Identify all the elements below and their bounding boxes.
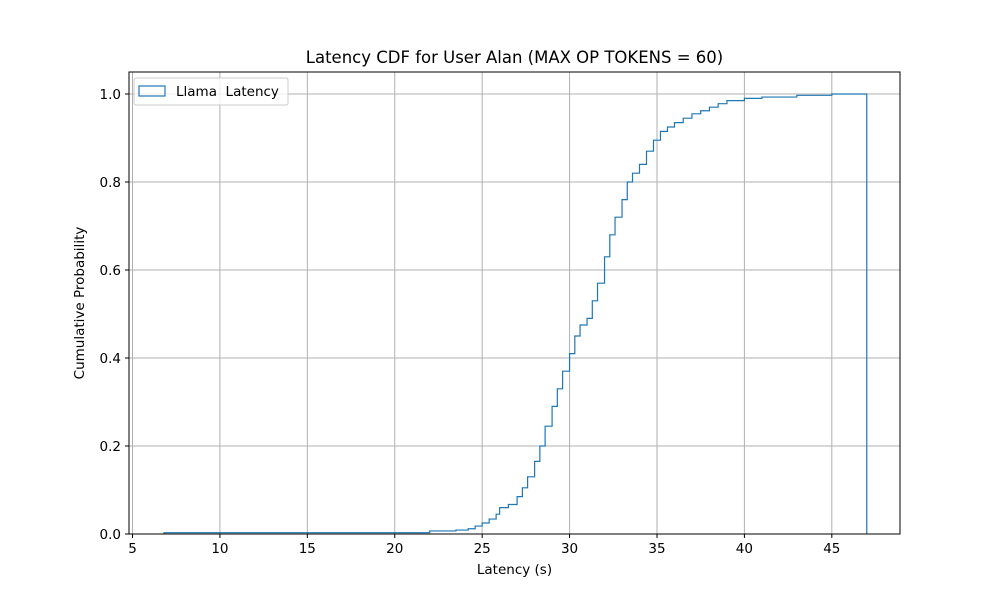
y-tick-label: 0.4 xyxy=(100,351,121,367)
y-tick-label: 0.6 xyxy=(100,263,121,279)
x-axis-title: Latency (s) xyxy=(477,562,552,578)
x-tick-label: 30 xyxy=(561,541,578,557)
legend-swatch xyxy=(138,85,166,97)
x-tick-label: 45 xyxy=(823,541,840,557)
axis-ticks: 5 10 15 20 25 30 35 40 45 0.0 0.2 0.4 0.6 0.8 1.0 xyxy=(100,87,841,557)
y-tick-label: 0.0 xyxy=(100,527,121,543)
x-tick-label: 15 xyxy=(299,541,316,557)
legend-box xyxy=(133,77,289,106)
x-tick-label: 35 xyxy=(648,541,665,557)
y-axis-title: Cumulative Probability xyxy=(72,227,88,380)
y-tick-label: 1.0 xyxy=(100,87,121,103)
x-tick-label: 5 xyxy=(128,541,137,557)
x-tick-label: 10 xyxy=(211,541,228,557)
legend-label: Llama Latency xyxy=(176,84,279,100)
y-tick-label: 0.8 xyxy=(100,175,121,191)
cdf-step-line xyxy=(163,93,868,534)
legend: Llama Latency xyxy=(133,77,289,106)
y-tick-label: 0.2 xyxy=(100,439,121,455)
chart-title: Latency CDF for User Alan (MAX OP TOKENS… xyxy=(306,48,723,67)
series-layer xyxy=(163,93,868,534)
x-tick-label: 25 xyxy=(474,541,491,557)
plot-frame xyxy=(128,71,901,535)
x-tick-label: 40 xyxy=(736,541,753,557)
x-tick-label: 20 xyxy=(386,541,403,557)
